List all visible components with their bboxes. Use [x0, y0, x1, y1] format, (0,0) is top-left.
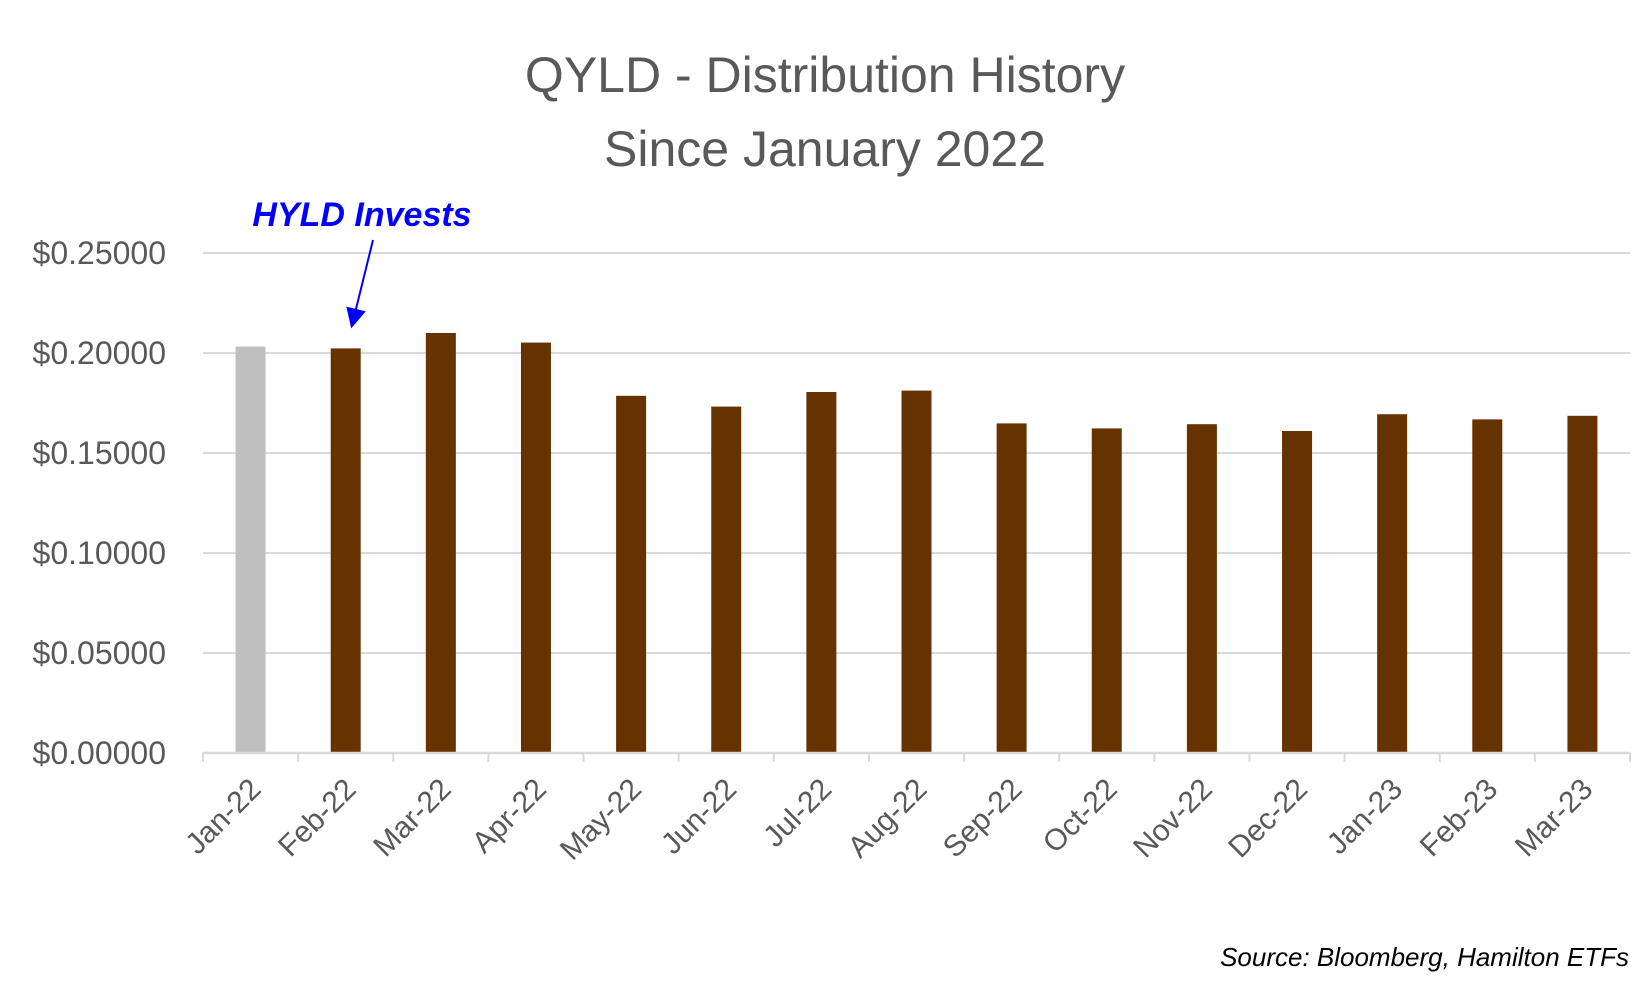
- x-tick-label: Jan-23: [1321, 773, 1409, 861]
- bar-jan-23: [1377, 414, 1408, 753]
- bar-apr-22: [520, 342, 551, 753]
- bar-dec-22: [1282, 431, 1313, 753]
- y-tick-label: $0.10000: [33, 535, 166, 571]
- x-tick-label: Sep-22: [937, 773, 1029, 865]
- x-tick-label: Nov-22: [1127, 773, 1219, 865]
- bar-jul-22: [806, 392, 837, 753]
- annotation-arrow: [346, 239, 374, 329]
- annotation-text: HYLD Invests: [252, 196, 471, 234]
- y-tick-label: $0.25000: [33, 235, 166, 271]
- bar-oct-22: [1091, 428, 1122, 753]
- x-tick-label: Oct-22: [1037, 773, 1124, 860]
- x-tick-label: May-22: [554, 773, 648, 867]
- x-tick-label: Jan-22: [179, 773, 267, 861]
- y-axis-ticks: $0.00000 $0.05000 $0.10000 $0.15000 $0.20000…: [33, 235, 166, 771]
- y-tick-label: $0.00000: [33, 735, 166, 771]
- bar-sep-22: [996, 423, 1027, 753]
- bar-nov-22: [1186, 424, 1217, 753]
- bar-jan-22: [235, 346, 266, 753]
- bar-mar-22: [425, 333, 456, 753]
- y-tick-label: $0.05000: [33, 635, 166, 671]
- bar-feb-22: [330, 348, 361, 753]
- chart-title-line-1: QYLD - Distribution History: [525, 47, 1125, 103]
- bar-jun-22: [711, 406, 742, 753]
- x-tick-label: Jul-22: [757, 773, 838, 854]
- x-tick-label: Jun-22: [655, 773, 743, 861]
- source-note: Source: Bloomberg, Hamilton ETFs: [1220, 942, 1629, 972]
- bar-mar-23: [1567, 415, 1598, 753]
- bar-feb-23: [1472, 419, 1503, 753]
- x-tick-label: Apr-22: [466, 773, 553, 860]
- y-tick-label: $0.20000: [33, 335, 166, 371]
- y-tick-label: $0.15000: [33, 435, 166, 471]
- bars: [235, 333, 1598, 753]
- bar-aug-22: [901, 390, 932, 753]
- x-tick-label: Dec-22: [1222, 773, 1314, 865]
- bar-may-22: [616, 395, 647, 753]
- x-tick-label: Feb-22: [272, 773, 363, 864]
- x-tick-label: Aug-22: [842, 773, 934, 865]
- chart-title-line-2: Since January 2022: [604, 121, 1046, 177]
- x-axis: Jan-22 Feb-22 Mar-22 Apr-22 May-22 Jun-22 Jul-…: [179, 751, 1631, 867]
- annotation: HYLD Invests: [252, 196, 472, 329]
- x-tick-label: Mar-23: [1509, 773, 1600, 864]
- x-tick-label: Mar-22: [367, 773, 458, 864]
- x-tick-label: Feb-23: [1414, 773, 1505, 864]
